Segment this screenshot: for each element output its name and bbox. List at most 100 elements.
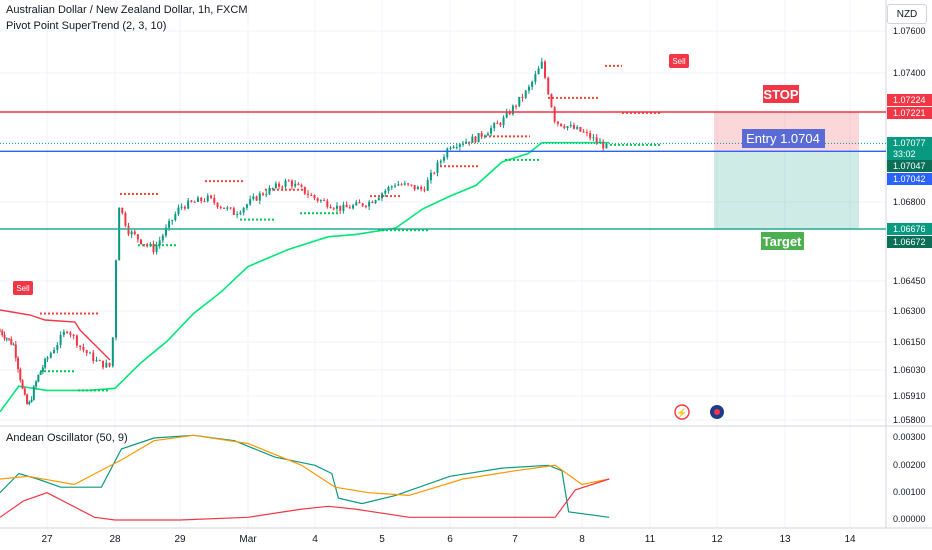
candle-body xyxy=(300,184,303,187)
oscillator-label[interactable]: Andean Oscillator (50, 9) xyxy=(6,432,128,444)
candle-body xyxy=(471,136,474,143)
candle-body xyxy=(527,86,530,91)
price-tag-entry-bg xyxy=(887,160,932,172)
candle-body xyxy=(21,380,24,389)
candle-body xyxy=(268,187,271,195)
candle-body xyxy=(32,386,35,400)
candle-body xyxy=(407,183,410,185)
candle-body xyxy=(183,206,186,209)
candle-body xyxy=(534,74,537,82)
candle-body xyxy=(377,198,380,201)
candle-body xyxy=(239,212,242,215)
candle-body xyxy=(226,207,229,209)
time-tick-label: 7 xyxy=(512,534,518,545)
candle-body xyxy=(158,240,161,246)
candle-body xyxy=(203,200,206,202)
price-tag-last-bg xyxy=(887,137,932,149)
time-tick-label: 11 xyxy=(645,534,656,545)
candle-body xyxy=(121,207,124,214)
price-tag-stop-bg xyxy=(887,94,932,106)
time-tick-label: 4 xyxy=(312,534,318,545)
candle-body xyxy=(563,126,566,129)
candle-body xyxy=(602,141,605,149)
candle-body xyxy=(216,202,219,208)
candle-body xyxy=(249,199,252,205)
candle-body xyxy=(69,332,72,335)
candle-body xyxy=(39,371,42,375)
key-level-lines xyxy=(0,111,886,230)
candle-body xyxy=(98,360,101,362)
candle-body xyxy=(294,183,297,187)
candle-body xyxy=(149,244,152,246)
candle-body xyxy=(579,127,582,132)
candle-body xyxy=(480,133,483,137)
candle-body xyxy=(426,180,429,191)
currency-button[interactable]: NZD xyxy=(887,4,927,24)
candle-body xyxy=(213,197,216,203)
price-tag-target-bg xyxy=(887,236,932,248)
indicator-label[interactable]: Pivot Point SuperTrend (2, 3, 10) xyxy=(6,20,167,32)
candle-body xyxy=(390,186,393,188)
candle-body xyxy=(10,339,13,345)
candle-body xyxy=(26,394,29,405)
candle-body xyxy=(127,225,130,235)
axis-corner xyxy=(887,530,932,550)
osc-tick-label: 0.00200 xyxy=(893,460,926,470)
supertrend-path xyxy=(0,141,610,413)
candle-body xyxy=(196,197,199,202)
candle-body xyxy=(115,260,118,338)
candle-body xyxy=(518,96,521,106)
candle-body xyxy=(72,334,75,336)
price-tick-label: 1.06450 xyxy=(893,276,926,286)
countdown-label: 33:02 xyxy=(893,149,916,159)
candle-body xyxy=(1,330,4,335)
candle-body xyxy=(262,193,265,195)
target-label: Target xyxy=(763,234,802,249)
candle-body xyxy=(75,335,78,346)
candle-body xyxy=(245,204,248,208)
candle-body xyxy=(35,381,38,387)
candle-body xyxy=(8,338,11,340)
candle-body xyxy=(332,208,335,210)
candle-body xyxy=(576,127,579,129)
candle-body xyxy=(229,207,232,209)
candle-body xyxy=(436,162,439,173)
supertrend-line xyxy=(0,141,610,413)
candle-body xyxy=(589,132,592,139)
candle-body xyxy=(443,157,446,161)
sell-marker: Sell xyxy=(672,57,686,66)
candle-body xyxy=(483,135,486,137)
candle-body xyxy=(30,399,33,402)
price-tag-last: 1.07077 xyxy=(893,138,926,148)
candle-body xyxy=(569,125,572,127)
candle-body xyxy=(598,141,601,143)
candle-body xyxy=(537,68,540,75)
countdown-bg xyxy=(887,149,932,161)
price-tick-label: 1.06030 xyxy=(893,365,926,375)
time-tick-label: 29 xyxy=(174,534,186,545)
candle-body xyxy=(572,125,575,129)
candle-body xyxy=(477,133,480,143)
candle-body xyxy=(592,137,595,139)
candle-body xyxy=(105,362,108,368)
candle-body xyxy=(143,244,146,246)
price-tag-target: 1.06672 xyxy=(893,237,926,247)
candle-body xyxy=(287,180,290,182)
candle-body xyxy=(130,231,133,235)
time-tick-label: 27 xyxy=(41,534,53,545)
time-tick-label: 12 xyxy=(711,534,723,545)
candle-body xyxy=(219,207,222,209)
candle-body xyxy=(111,337,114,367)
price-tick-label: 1.07600 xyxy=(893,26,926,36)
time-tick-label: 8 xyxy=(579,534,585,545)
candle-body xyxy=(44,358,47,368)
candle-body xyxy=(46,357,49,359)
candle-body xyxy=(206,195,209,202)
candle-body xyxy=(278,183,281,187)
sell-marker-bg xyxy=(669,54,689,68)
candle-body xyxy=(455,146,458,148)
candle-body xyxy=(465,141,468,144)
candle-body xyxy=(152,244,155,252)
candle-body xyxy=(355,202,358,206)
